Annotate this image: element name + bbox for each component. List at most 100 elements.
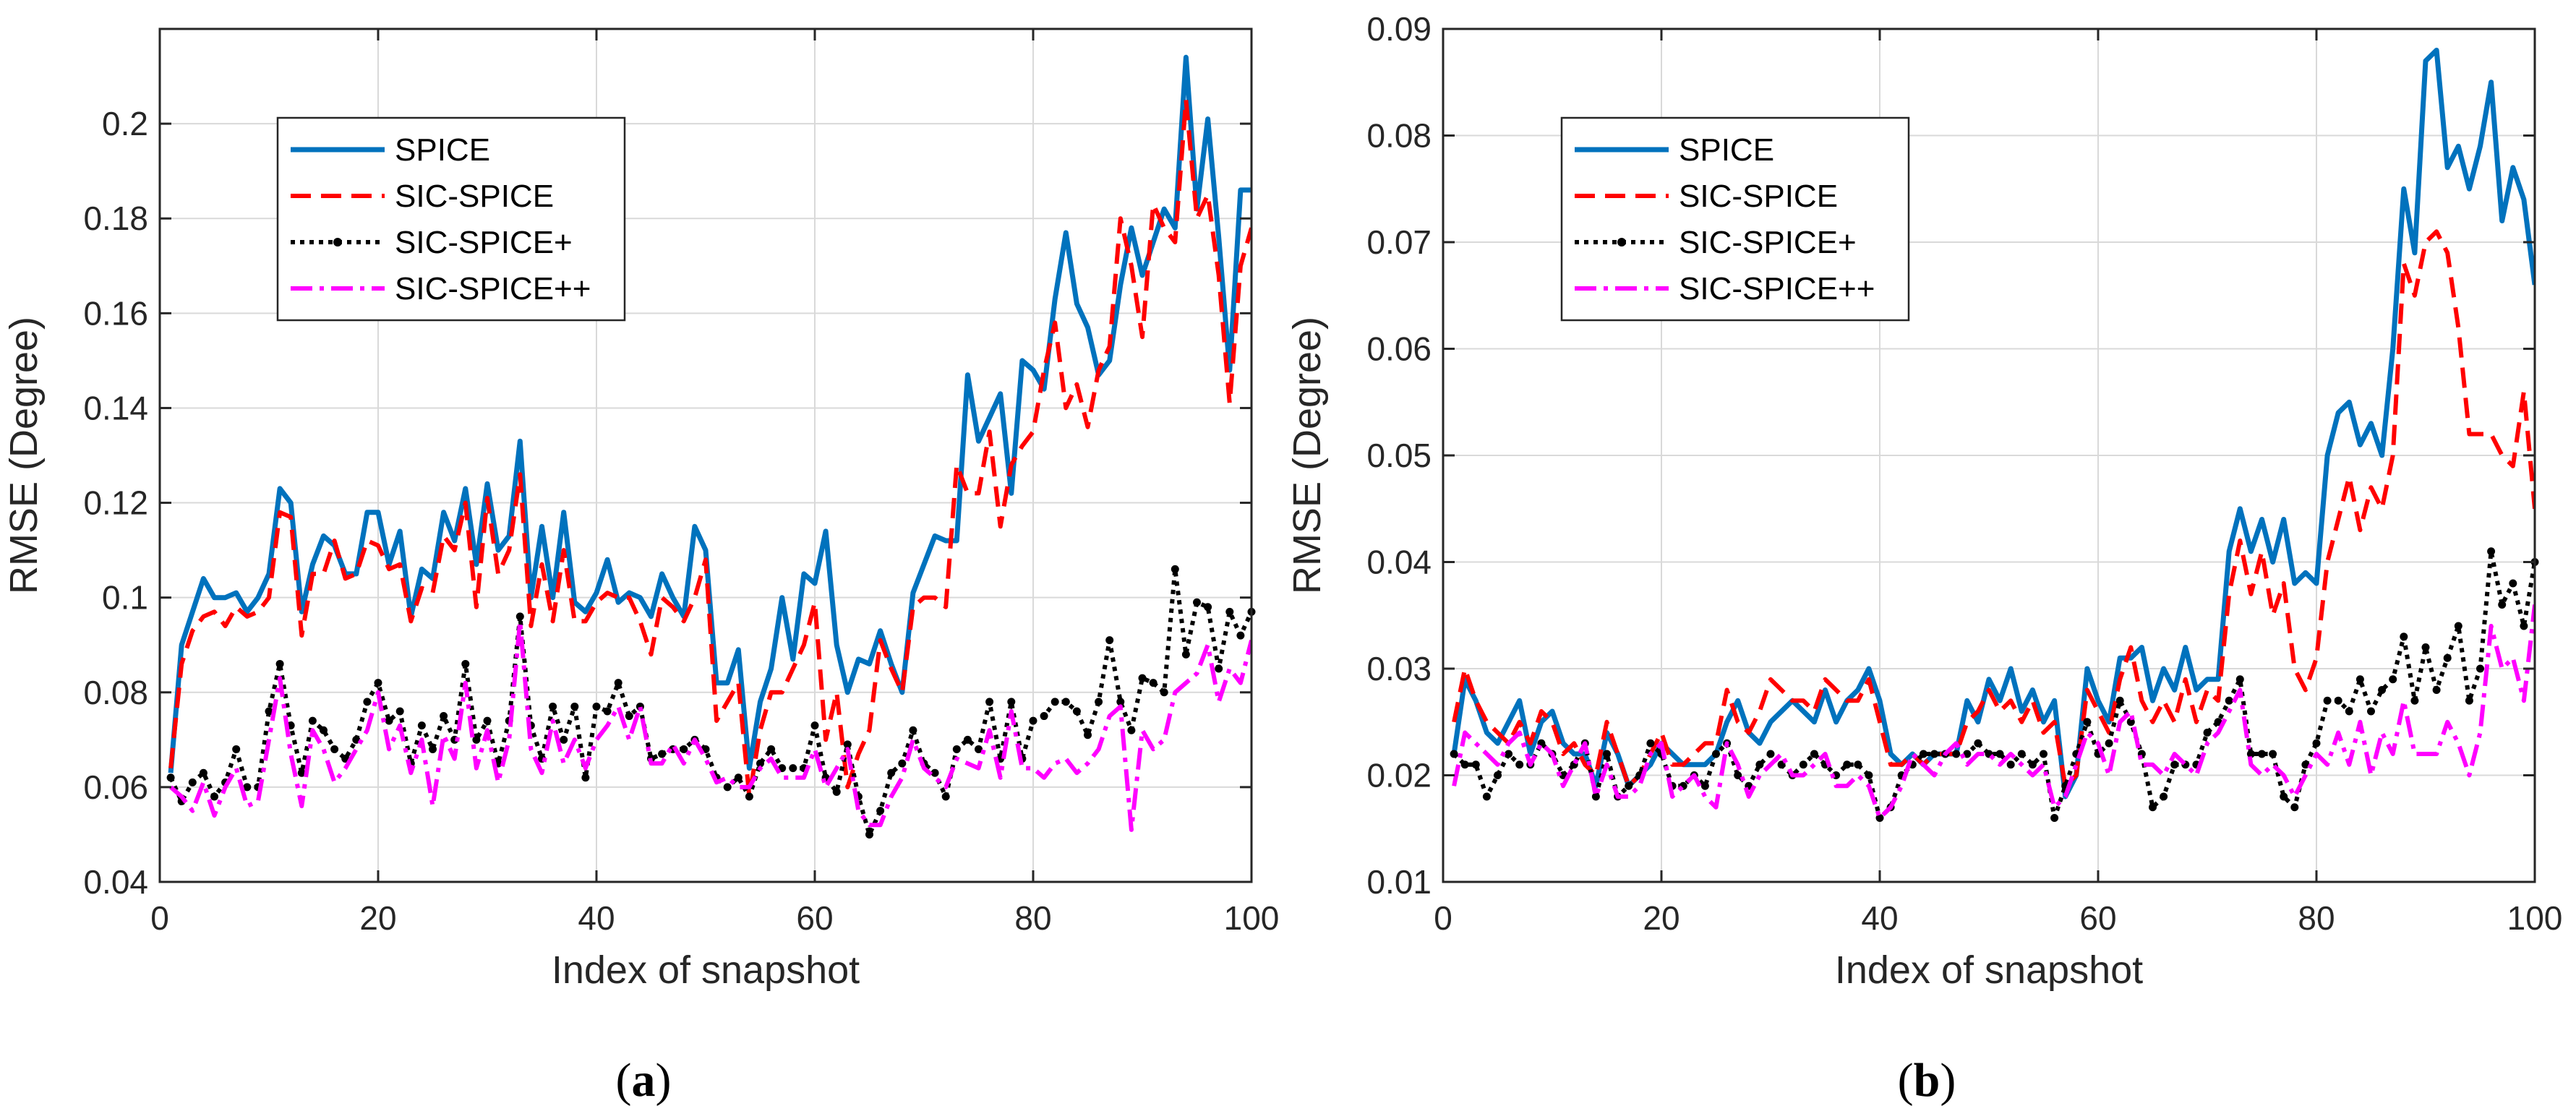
data-point <box>1127 726 1136 734</box>
data-point <box>385 716 393 725</box>
data-point <box>614 679 622 687</box>
data-point <box>2170 760 2179 769</box>
y-tick-label: 0.1 <box>102 579 148 617</box>
series-line-sic-spiceplusplus <box>1452 604 2535 820</box>
series-line-sic-spiceplusplus <box>169 619 1251 832</box>
data-point <box>1591 792 1600 801</box>
y-tick-label: 0.12 <box>83 484 148 522</box>
data-point <box>1193 598 1201 606</box>
data-point <box>199 768 207 777</box>
data-point <box>680 745 688 753</box>
data-point <box>1215 664 1223 673</box>
y-tick-label: 0.08 <box>83 674 148 711</box>
data-point <box>1225 607 1234 616</box>
data-point <box>2006 760 2015 769</box>
data-point <box>2160 792 2168 801</box>
y-tick-label: 0.04 <box>83 863 148 901</box>
data-point <box>1084 731 1092 739</box>
data-point <box>2040 750 2047 758</box>
data-point <box>625 712 633 721</box>
legend-label: SIC-SPICE+ <box>395 225 573 260</box>
x-tick-label: 60 <box>2079 899 2116 937</box>
data-point <box>2334 696 2342 705</box>
legend-label: SPICE <box>395 132 490 168</box>
data-point <box>1625 781 1633 790</box>
data-point <box>963 735 972 744</box>
data-point <box>2454 622 2462 630</box>
data-point <box>1603 750 1611 758</box>
data-point <box>1919 750 1927 758</box>
data-point <box>1777 760 1786 769</box>
data-point <box>188 778 197 786</box>
data-point <box>1061 698 1070 706</box>
data-point <box>1160 688 1168 697</box>
data-point <box>1050 698 1059 706</box>
data-point <box>2203 729 2212 737</box>
data-point <box>1471 760 1480 769</box>
y-tick-label: 0.08 <box>1366 117 1432 155</box>
data-point <box>1040 712 1048 721</box>
data-point <box>2050 814 2059 822</box>
legend-label: SIC-SPICE++ <box>1679 271 1875 306</box>
data-point <box>2246 750 2255 758</box>
data-point <box>1700 781 1709 790</box>
data-point <box>232 745 241 753</box>
chart-panel-b: 0 20 40 60 80 100 0.01 0.02 0.03 0.04 0.05 0.06 0.07… <box>1285 10 2562 1107</box>
data-point <box>745 792 753 801</box>
data-point <box>320 726 328 734</box>
data-point <box>1865 771 1873 779</box>
data-point <box>1450 750 1458 758</box>
x-tick-label: 0 <box>150 899 169 937</box>
data-point <box>429 745 437 753</box>
data-point <box>1460 760 1469 769</box>
series-line-sic-spice <box>1452 229 2535 789</box>
data-point <box>374 679 382 687</box>
data-point <box>461 659 470 668</box>
data-point <box>2345 707 2353 716</box>
data-point <box>1952 750 1961 758</box>
data-point <box>2028 760 2037 769</box>
data-point <box>865 830 873 839</box>
legend-label: SPICE <box>1679 132 1774 168</box>
data-point <box>1072 707 1081 716</box>
data-point <box>2312 739 2321 747</box>
data-point <box>975 745 983 753</box>
subfigure-caption: (b) <box>1898 1054 1956 1107</box>
data-point <box>308 716 317 725</box>
data-point <box>275 659 284 668</box>
series-line-sic-spiceplus <box>1452 549 2535 820</box>
data-point <box>1559 771 1567 779</box>
data-point <box>1974 739 1982 747</box>
data-point <box>2149 803 2157 812</box>
data-point <box>2105 739 2113 747</box>
x-axis-label: Index of snapshot <box>1835 948 2143 992</box>
data-point <box>2323 696 2332 705</box>
x-tick-label: 80 <box>2298 899 2335 937</box>
data-point <box>1482 792 1491 801</box>
x-tick-label: 40 <box>578 899 615 937</box>
y-tick-label: 0.05 <box>1366 437 1432 474</box>
data-point <box>985 698 994 706</box>
data-point <box>2280 792 2288 801</box>
y-tick-label: 0.06 <box>83 768 148 806</box>
data-point <box>734 773 743 782</box>
y-tick-label: 0.01 <box>1366 863 1432 901</box>
data-point <box>1766 750 1775 758</box>
x-tick-label: 100 <box>1224 899 1280 937</box>
data-point <box>330 745 339 753</box>
data-point <box>1149 679 1158 687</box>
series-line-sic-spice <box>168 98 1251 799</box>
data-point <box>1138 674 1147 682</box>
data-point <box>363 698 372 706</box>
data-point <box>952 745 961 753</box>
data-point <box>1181 650 1190 659</box>
legend-marker <box>333 238 342 246</box>
data-point <box>1930 750 1938 758</box>
x-tick-label: 40 <box>1861 899 1898 937</box>
y-tick-label: 0.18 <box>83 200 148 237</box>
legend-marker <box>1617 238 1626 246</box>
data-point <box>1505 750 1513 758</box>
data-point <box>166 773 175 782</box>
data-point <box>2443 653 2452 662</box>
data-point <box>810 721 819 730</box>
